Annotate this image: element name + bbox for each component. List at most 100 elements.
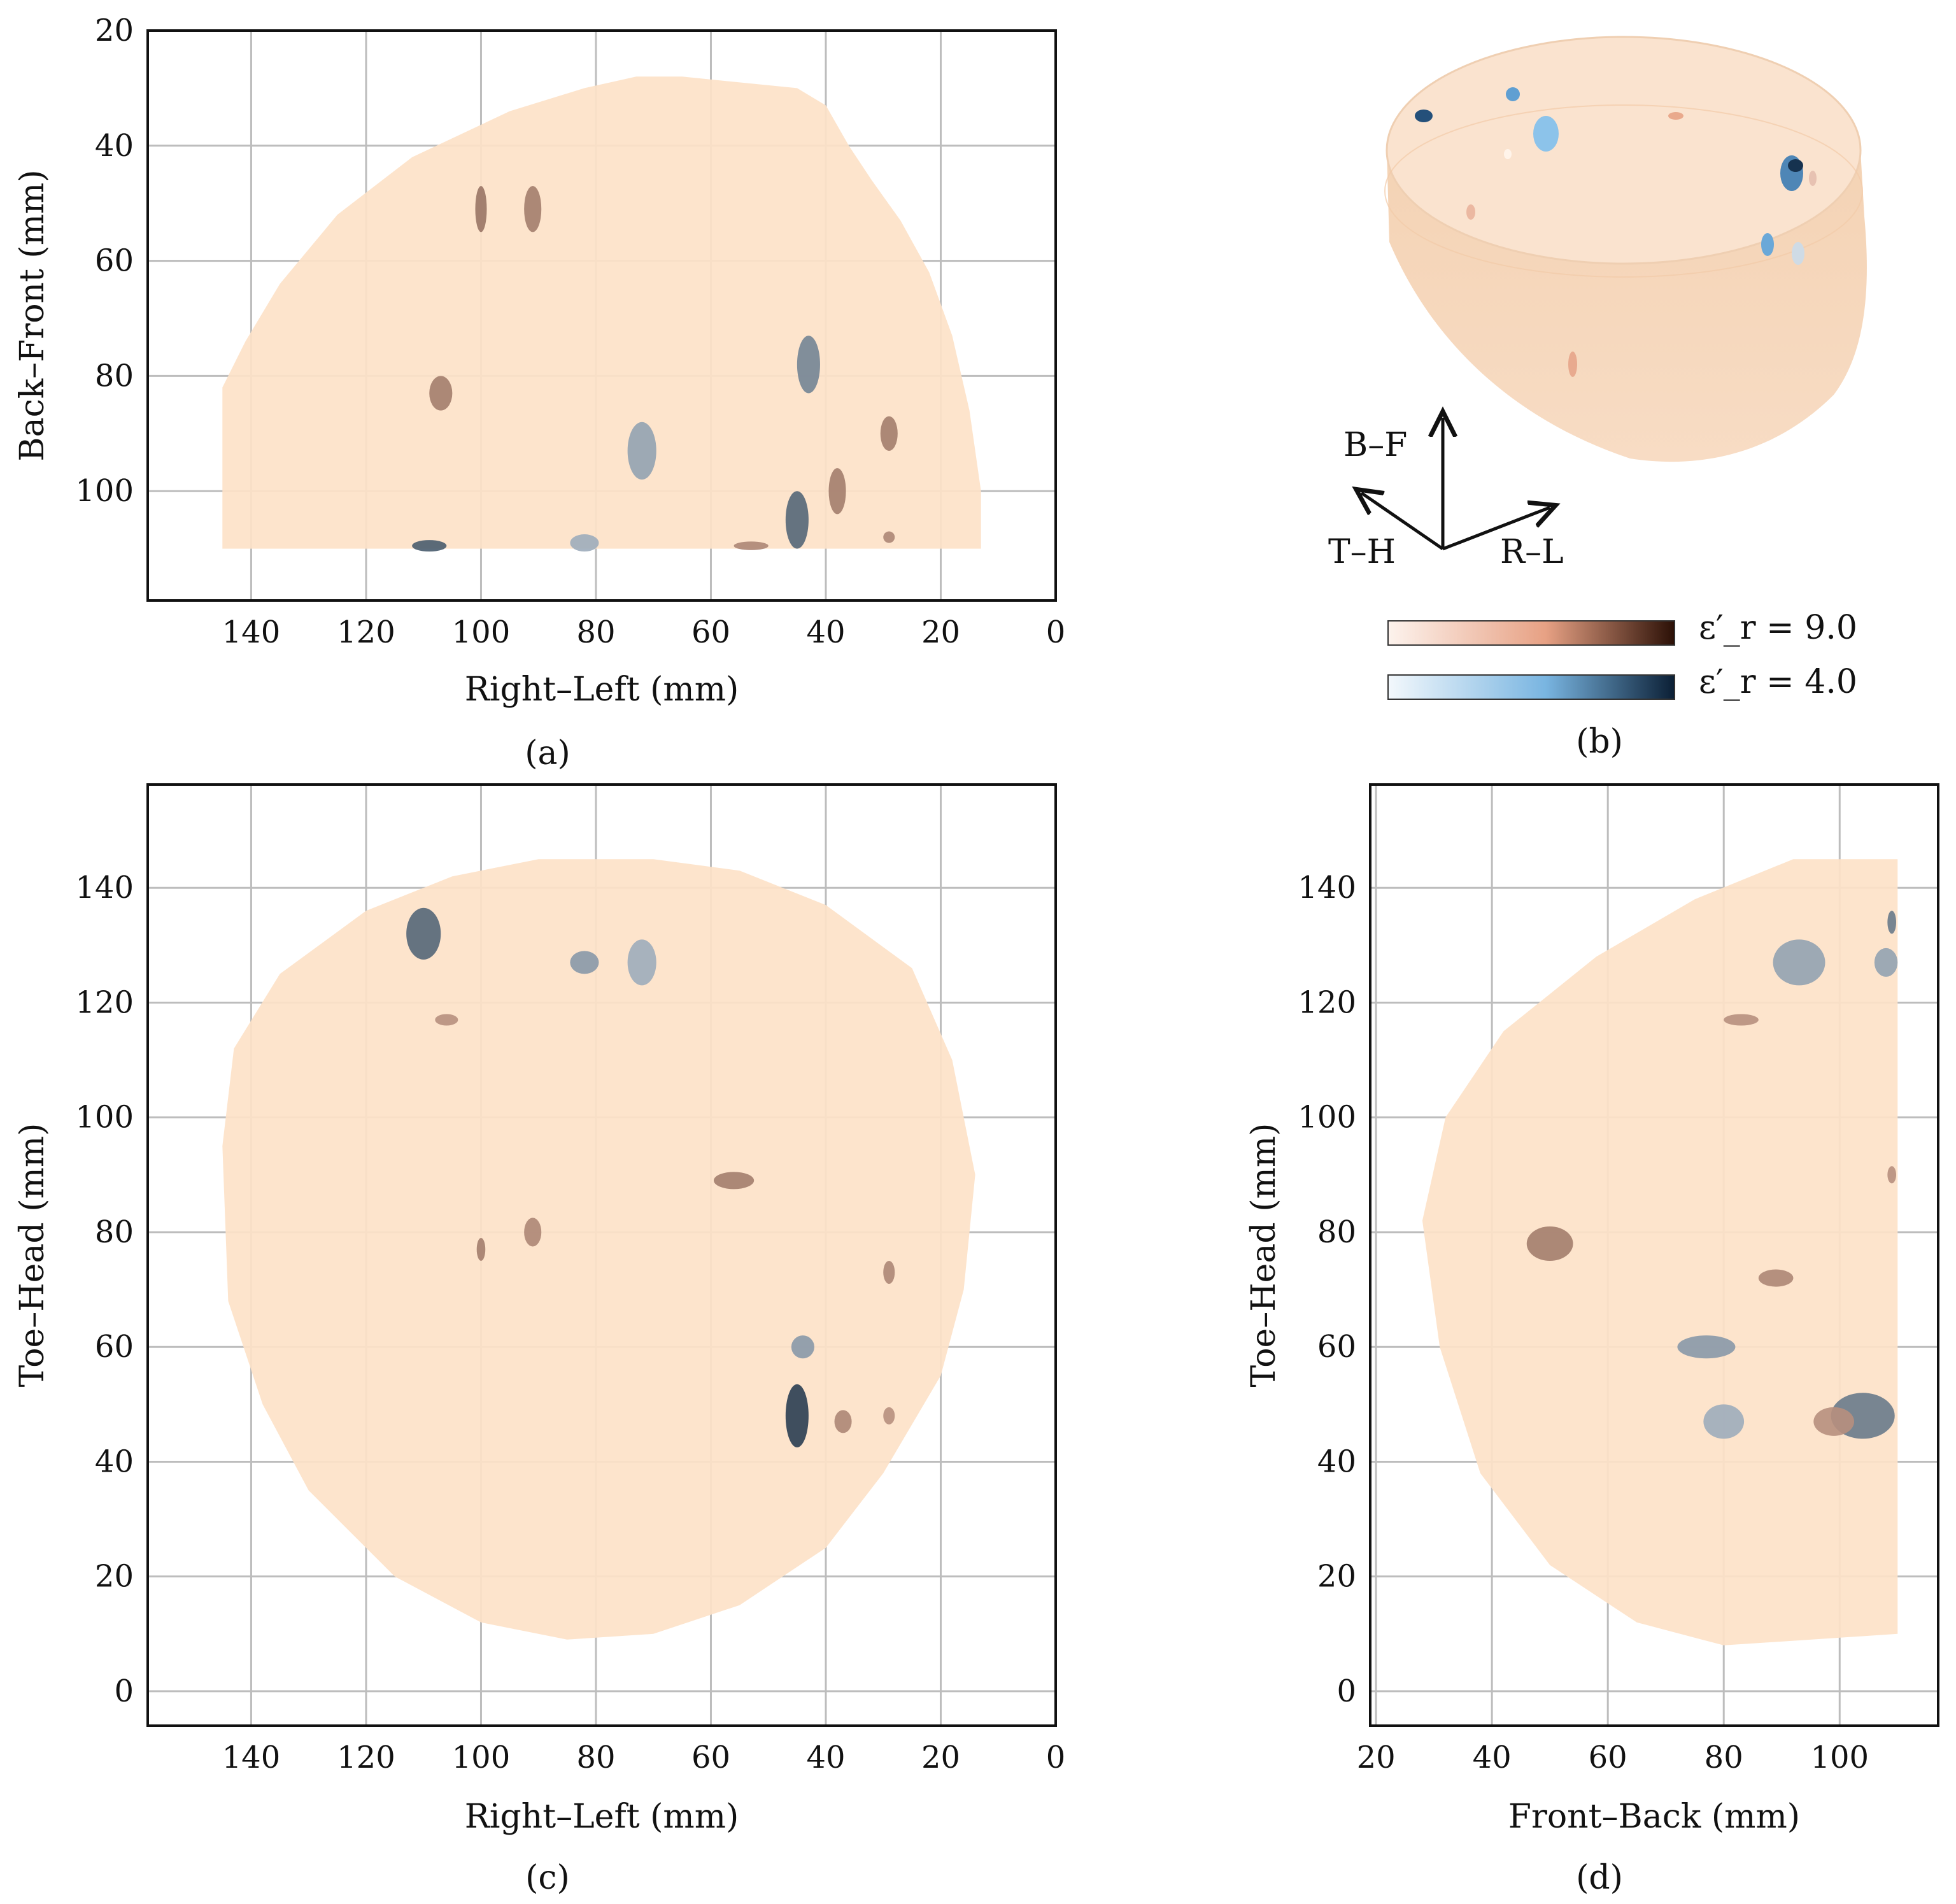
- y-tick-label: 60: [95, 243, 134, 279]
- inclusion-high: [1813, 1407, 1855, 1436]
- plot-frame: [1369, 783, 1939, 1727]
- bowl-top: [1386, 36, 1862, 265]
- inclusion-low: [785, 491, 809, 549]
- tissue-region: [1422, 859, 1898, 1645]
- x-tick-label: 40: [806, 615, 845, 650]
- inclusion-high: [524, 186, 542, 232]
- x-tick-label: 100: [452, 615, 511, 650]
- y-axis-label: Toe–Head (mm): [13, 1123, 52, 1388]
- x-tick-label: 20: [1357, 1740, 1396, 1775]
- inclusion-low: [627, 422, 656, 480]
- axis-label-rl: R–L: [1500, 533, 1564, 571]
- inclusion-low: [570, 951, 599, 974]
- y-tick-label: 20: [95, 1559, 134, 1595]
- x-axis-label: Front–Back (mm): [1508, 1798, 1800, 1836]
- inclusion-high: [828, 468, 846, 515]
- inclusion-low: [627, 939, 656, 986]
- inclusion-high: [834, 1410, 852, 1433]
- bowl-inclusions: [1415, 87, 1817, 377]
- inclusion-3d: [1415, 110, 1433, 122]
- inclusion-3d: [1792, 242, 1804, 265]
- y-tick-label: 60: [1317, 1329, 1356, 1365]
- subplot-label-b: (b): [1576, 723, 1623, 761]
- y-tick-label: 80: [95, 358, 134, 394]
- y-tick-label: 0: [114, 1673, 134, 1709]
- bowl-rim-shade: [1384, 104, 1863, 278]
- colorbar-low-label: ε′_r = 4.0: [1699, 663, 1857, 701]
- y-tick-label: 100: [75, 473, 134, 509]
- inclusion-high: [713, 1172, 755, 1190]
- x-tick-label: 140: [222, 1740, 281, 1775]
- inclusion-low: [412, 540, 447, 552]
- axis-label-th: T–H: [1328, 533, 1396, 571]
- panel-c: 140 120 100 80 60 40 20 0 0 20 40 60 80 100 120 140 Righ…: [13, 783, 1066, 1897]
- x-tick-label: 100: [452, 1740, 511, 1775]
- colorbars: ε′_r = 9.0 ε′_r = 4.0: [1387, 609, 1857, 701]
- y-tick-label: 100: [1298, 1100, 1356, 1135]
- y-tick-label: 40: [1317, 1444, 1356, 1479]
- inclusion-high: [475, 186, 487, 232]
- inclusion-3d: [1809, 171, 1817, 186]
- axis-arrow-th: [1361, 493, 1444, 551]
- y-tick-label: 140: [1298, 870, 1356, 906]
- y-tick-label: 60: [95, 1329, 134, 1365]
- colorbar-high-label: ε′_r = 9.0: [1699, 609, 1857, 647]
- colorbar-low: [1387, 674, 1675, 700]
- x-tick-label: 60: [691, 1740, 730, 1775]
- inclusion-high: [435, 1014, 458, 1026]
- y-tick-label: 120: [75, 984, 134, 1020]
- plot-frame: [146, 29, 1057, 602]
- inclusion-3d: [1761, 233, 1774, 256]
- subplot-label-c: (c): [525, 1859, 570, 1897]
- tissue-3d-render: [1384, 36, 1867, 462]
- inclusion-high: [883, 1407, 895, 1424]
- x-tick-label: 140: [222, 615, 281, 650]
- x-tick-label: 100: [1810, 1740, 1869, 1775]
- inclusion-low: [797, 336, 820, 394]
- inclusion-low: [1887, 911, 1897, 934]
- x-axis-label: Right–Left (mm): [465, 1798, 739, 1836]
- x-tick-label: 40: [1473, 1740, 1512, 1775]
- inclusion-high: [1758, 1269, 1794, 1287]
- orientation-axes: B–F T–H R–L: [1328, 418, 1564, 571]
- y-axis-label: Toe–Head (mm): [1245, 1123, 1283, 1388]
- x-tick-label: 60: [691, 615, 730, 650]
- x-tick-label: 0: [1046, 1740, 1066, 1775]
- y-axis-label: Back–Front (mm): [13, 169, 52, 461]
- x-tick-label: 80: [1704, 1740, 1743, 1775]
- plot-frame: [146, 783, 1057, 1727]
- inclusion-3d: [1504, 149, 1512, 159]
- axis-arrow-rl: [1442, 508, 1550, 551]
- subplot-label-a: (a): [525, 734, 570, 772]
- inclusion-low: [1773, 939, 1825, 986]
- inclusion-high: [429, 376, 453, 411]
- panel-a: 140 120 100 80 60 40 20 0 20 40 60 80 100 Right–Left …: [13, 13, 1065, 772]
- subplot-label-d: (d): [1576, 1859, 1623, 1897]
- inclusion-low: [785, 1384, 809, 1447]
- y-tick-label: 40: [95, 1444, 134, 1479]
- x-tick-label: 120: [337, 1740, 395, 1775]
- inclusion-3d: [1533, 116, 1559, 152]
- inclusion-high: [880, 416, 898, 451]
- inclusion-3d: [1466, 204, 1475, 220]
- x-tick-label: 80: [576, 1740, 615, 1775]
- inclusion-3d: [1506, 87, 1520, 101]
- inclusion-high: [1887, 1166, 1897, 1184]
- inclusion-high: [883, 1261, 895, 1284]
- inclusion-low: [570, 534, 599, 552]
- x-tick-label: 0: [1046, 615, 1066, 650]
- inclusion-low: [406, 907, 441, 960]
- y-tick-label: 20: [95, 13, 134, 48]
- y-tick-label: 80: [1317, 1214, 1356, 1250]
- y-tick-label: 40: [95, 128, 134, 164]
- y-tick-label: 100: [75, 1100, 134, 1135]
- y-tick-label: 0: [1336, 1673, 1356, 1709]
- inclusion-high: [1526, 1226, 1573, 1261]
- inclusion-high: [883, 531, 895, 543]
- x-axis-label: Right–Left (mm): [465, 671, 739, 709]
- inclusion-high: [1724, 1014, 1759, 1026]
- y-tick-label: 80: [95, 1214, 134, 1250]
- axis-label-bf: B–F: [1343, 426, 1407, 464]
- x-tick-label: 20: [921, 1740, 960, 1775]
